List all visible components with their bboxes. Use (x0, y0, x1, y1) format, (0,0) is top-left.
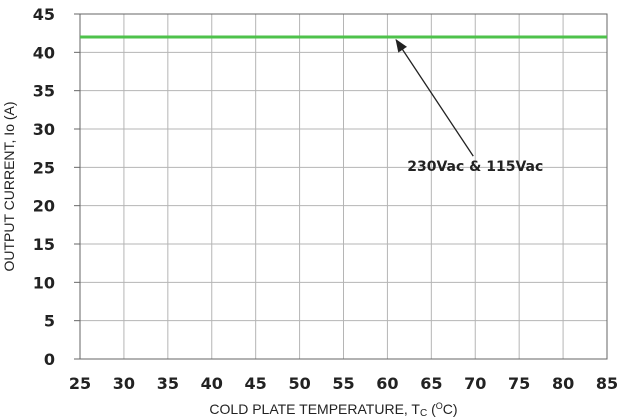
y-tick-label: 20 (33, 197, 55, 216)
x-tick-label: 45 (245, 374, 267, 393)
y-tick-label: 0 (44, 350, 55, 369)
y-tick-label: 5 (44, 312, 55, 331)
x-tick-label: 35 (157, 374, 179, 393)
y-tick-label: 45 (33, 5, 55, 24)
y-tick-label: 25 (33, 158, 55, 177)
tick-labels: 25 30 35 40 45 50 55 60 65 70 75 80 85 0 5 10 15 20 25 30 35… (33, 5, 618, 393)
x-tick-label: 70 (464, 374, 486, 393)
x-tick-label: 60 (376, 374, 398, 393)
x-tick-label: 40 (201, 374, 223, 393)
y-tick-label: 10 (33, 273, 55, 292)
x-tick-label: 50 (288, 374, 310, 393)
y-tick-label: 15 (33, 235, 55, 254)
x-axis-label: COLD PLATE TEMPERATURE, TC (OC) (209, 401, 457, 419)
x-tick-label: 80 (552, 374, 574, 393)
x-tick-label: 25 (69, 374, 91, 393)
annotation-arrow (395, 38, 474, 157)
x-axis-label-main: COLD PLATE TEMPERATURE, T (209, 401, 420, 417)
x-axis-label-subscript: C (420, 408, 427, 419)
x-axis-label-superscript: O (436, 401, 443, 411)
x-axis-label-close: C) (443, 401, 458, 417)
x-tick-label: 55 (332, 374, 354, 393)
annotation-label: 230Vac & 115Vac (407, 159, 543, 175)
y-tick-label: 40 (33, 43, 55, 62)
x-tick-label: 85 (596, 374, 618, 393)
y-tick-label: 30 (33, 120, 55, 139)
x-axis-label-open: ( (427, 401, 436, 417)
grid (74, 13, 608, 360)
annotations: 230Vac & 115Vac (395, 38, 543, 175)
y-axis-label: OUTPUT CURRENT, Io (A) (1, 101, 17, 271)
x-tick-label: 75 (508, 374, 530, 393)
x-tick-label: 30 (113, 374, 135, 393)
y-tick-label: 35 (33, 82, 55, 101)
plot-border (79, 13, 608, 360)
x-tick-label: 65 (420, 374, 442, 393)
